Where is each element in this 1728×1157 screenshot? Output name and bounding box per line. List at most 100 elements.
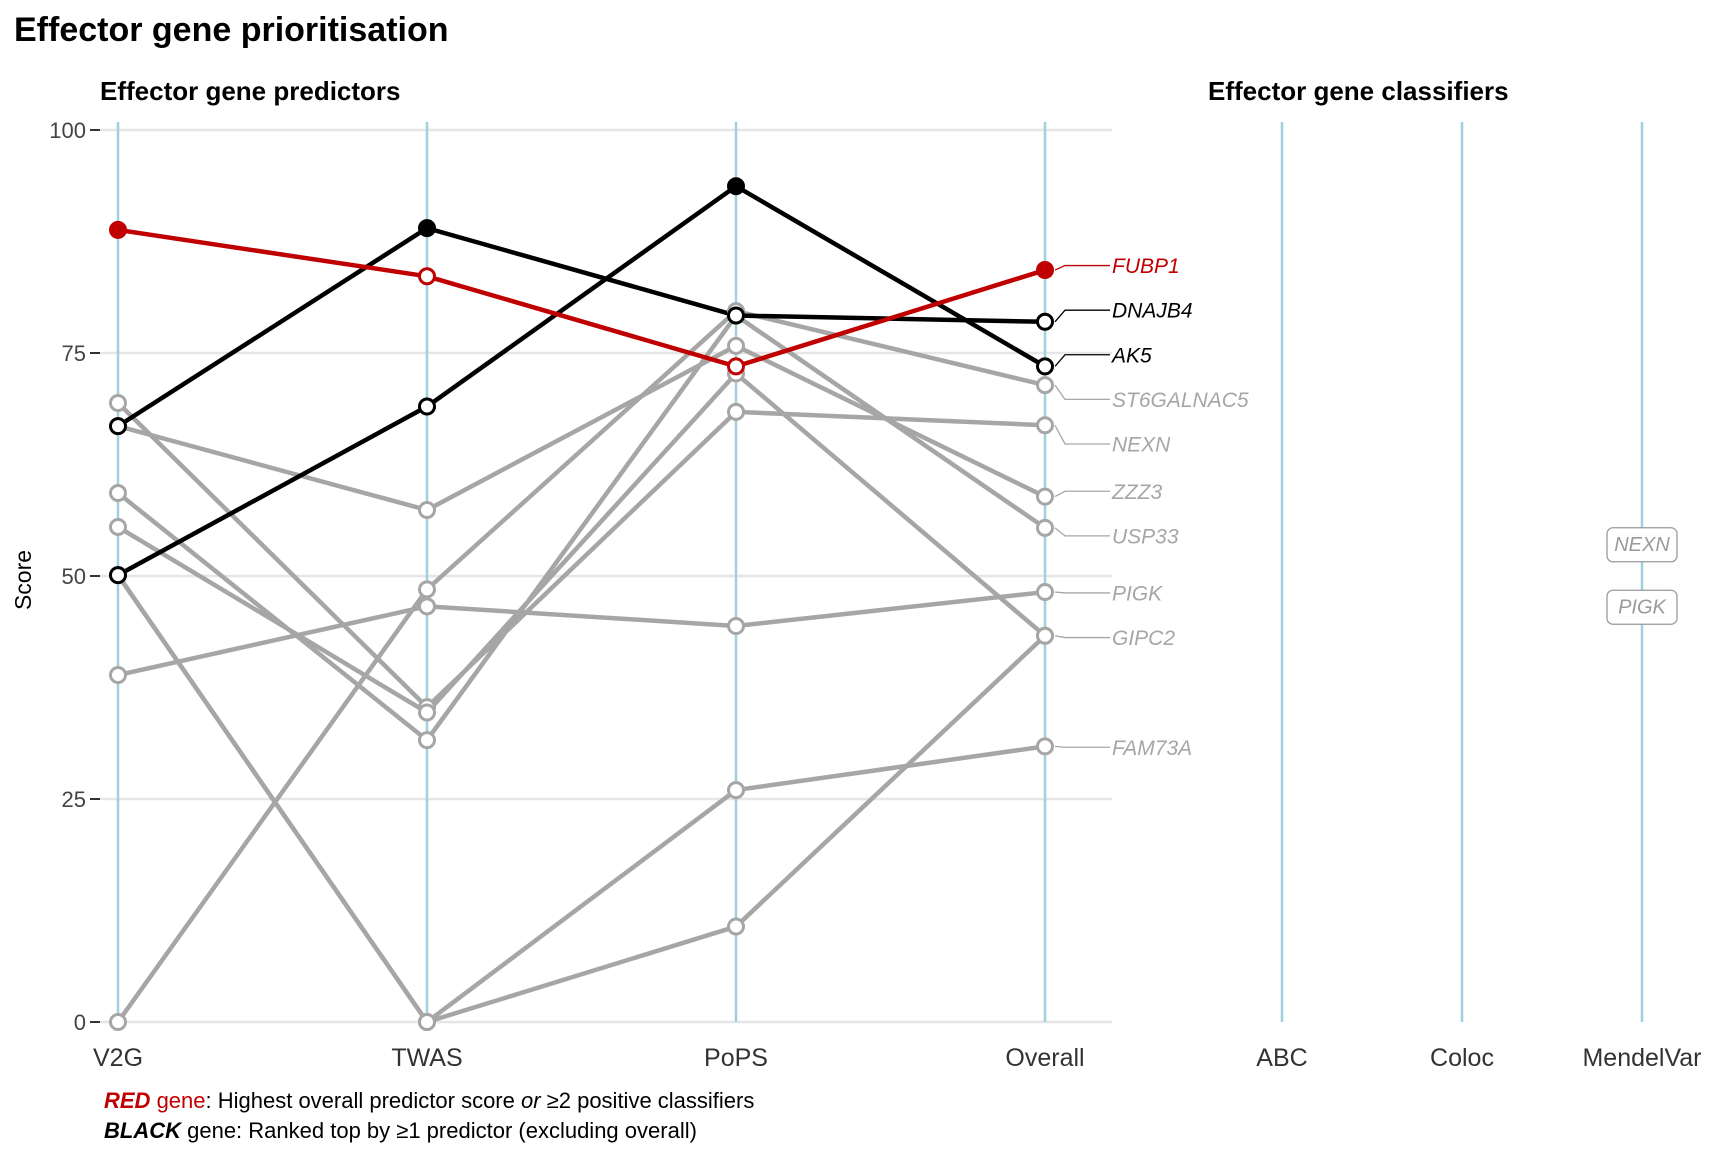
legend-red-text-b: ≥2 positive classifiers	[541, 1088, 755, 1113]
series-line-st6galnac5	[116, 308, 1046, 1024]
data-point-fam73a	[727, 781, 745, 800]
data-point-nexn	[1036, 416, 1054, 435]
x-tick-label: PoPS	[704, 1044, 768, 1072]
classifier-hit-label: PIGK	[1618, 597, 1667, 619]
series-line-fubp1	[117, 227, 1046, 369]
gene-label-connector	[1054, 354, 1110, 367]
data-point-zzz3	[727, 336, 745, 355]
data-point-fubp1	[727, 357, 745, 376]
gene-label-fam73a: FAM73A	[1112, 737, 1192, 760]
predictors-title: Effector gene predictors	[100, 76, 401, 106]
gene-label-gipc2: GIPC2	[1112, 627, 1175, 650]
series-line-zzz3	[117, 343, 1046, 513]
gene-label-connector	[1054, 527, 1110, 537]
data-point-usp33	[418, 731, 436, 750]
data-point-ptgfr	[727, 917, 745, 936]
classifier-tick-label: MendelVar	[1582, 1044, 1701, 1072]
series-line-usp33	[116, 313, 1047, 743]
data-point-usp33	[1036, 518, 1054, 537]
y-tick-label: 100	[49, 118, 86, 143]
y-ticks: 0 25 50 75 100	[49, 118, 100, 1035]
data-point-ak5	[727, 177, 745, 196]
data-point-zzz3	[1036, 487, 1054, 506]
data-point-fubp1	[109, 220, 127, 239]
data-point-ptgfr	[1036, 626, 1054, 645]
gene-label-fubp1: FUBP1	[1112, 255, 1180, 278]
legend-red-word: RED	[104, 1088, 151, 1113]
classifier-hits: NEXN PIGK	[1606, 527, 1678, 625]
series-points	[109, 177, 1054, 1031]
gene-label-nexn: NEXN	[1112, 434, 1171, 457]
y-tick-label: 50	[62, 564, 86, 589]
chart-title: Effector gene prioritisation	[14, 11, 449, 49]
gene-label-st6galnac5: ST6GALNAC5	[1112, 389, 1249, 412]
legend-red-or: or	[521, 1088, 542, 1113]
gene-label-pigk: PIGK	[1112, 582, 1163, 605]
gridlines	[100, 128, 1112, 1024]
data-point-pigk	[1036, 583, 1054, 602]
data-point-zzz3	[418, 500, 436, 519]
gene-label-connector	[1054, 635, 1110, 639]
series-line-ak5	[116, 183, 1047, 578]
x-ticks: V2G TWAS PoPS Overall ABC Coloc MendelVar	[93, 1044, 1702, 1072]
data-point-st6galnac5	[418, 580, 436, 599]
gene-label-zzz3: ZZZ3	[1111, 481, 1162, 504]
data-point-dnajb4	[727, 306, 745, 325]
legend-red-gene: gene	[150, 1088, 205, 1113]
data-point-dnajb4	[109, 417, 127, 436]
data-point-dnajb4	[418, 219, 436, 238]
data-point-gipc2	[109, 517, 127, 536]
series-lines	[116, 183, 1047, 1025]
gene-label-ak5: AK5	[1110, 344, 1152, 367]
gene-label-connector	[1054, 384, 1110, 401]
category-axes	[116, 122, 1644, 1022]
x-tick-label: Overall	[1005, 1044, 1084, 1072]
gene-label-connector	[1054, 745, 1110, 748]
classifier-tick-label: ABC	[1256, 1044, 1307, 1072]
data-point-dnajb4	[1036, 312, 1054, 331]
data-point-st6galnac5	[1036, 376, 1054, 395]
data-point-pigk	[418, 597, 436, 616]
data-point-fam73a	[1036, 737, 1054, 756]
series-line-nexn	[116, 401, 1046, 710]
y-axis-label: Score	[10, 550, 36, 610]
gene-label-connector	[1054, 591, 1110, 594]
data-point-ak5	[109, 566, 127, 585]
gene-label-connector	[1054, 264, 1110, 271]
legend-black-word: BLACK	[104, 1118, 183, 1143]
legend-red-line: RED gene: Highest overall predictor scor…	[104, 1088, 754, 1113]
legend-black-text: gene: Ranked top by ≥1 predictor (exclud…	[181, 1118, 697, 1143]
gene-label-connector	[1054, 309, 1110, 323]
data-point-nexn	[109, 393, 127, 412]
series-line-gipc2	[116, 371, 1047, 715]
data-point-nexn	[727, 402, 745, 421]
legend-note: RED gene: Highest overall predictor scor…	[104, 1088, 754, 1143]
classifier-tick-label: Coloc	[1430, 1044, 1494, 1072]
y-tick-label: 75	[62, 341, 86, 366]
gene-label-connector	[1054, 490, 1110, 498]
data-point-ptgfr	[418, 1013, 436, 1031]
data-point-pigk	[109, 666, 127, 685]
classifier-hit-label: NEXN	[1614, 534, 1670, 556]
classifier-hit-box	[1606, 589, 1678, 625]
y-tick-label: 25	[62, 787, 86, 812]
data-point-usp33	[109, 484, 127, 503]
legend-black-line: BLACK gene: Ranked top by ≥1 predictor (…	[104, 1118, 697, 1143]
data-point-ak5	[418, 397, 436, 416]
data-point-gipc2	[418, 703, 436, 722]
series-line-dnajb4	[116, 225, 1046, 429]
classifiers-title: Effector gene classifiers	[1208, 76, 1509, 106]
classifier-hit-box	[1606, 527, 1678, 563]
gene-labels: FUBP1 DNAJB4 AK5 ST6GALNAC5 NEXN ZZZ3 USP33 PIG…	[1054, 255, 1249, 760]
series-line-pigk	[117, 589, 1046, 678]
legend-red-text-a: : Highest overall predictor score	[206, 1088, 521, 1113]
data-point-pigk	[727, 616, 745, 635]
data-point-fubp1	[1036, 261, 1054, 280]
x-tick-label: V2G	[93, 1044, 143, 1072]
y-tick-label: 0	[74, 1010, 86, 1035]
data-point-st6galnac5	[109, 1013, 127, 1031]
gene-label-dnajb4: DNAJB4	[1112, 300, 1193, 323]
series-line-ptgfr	[116, 573, 1047, 1025]
